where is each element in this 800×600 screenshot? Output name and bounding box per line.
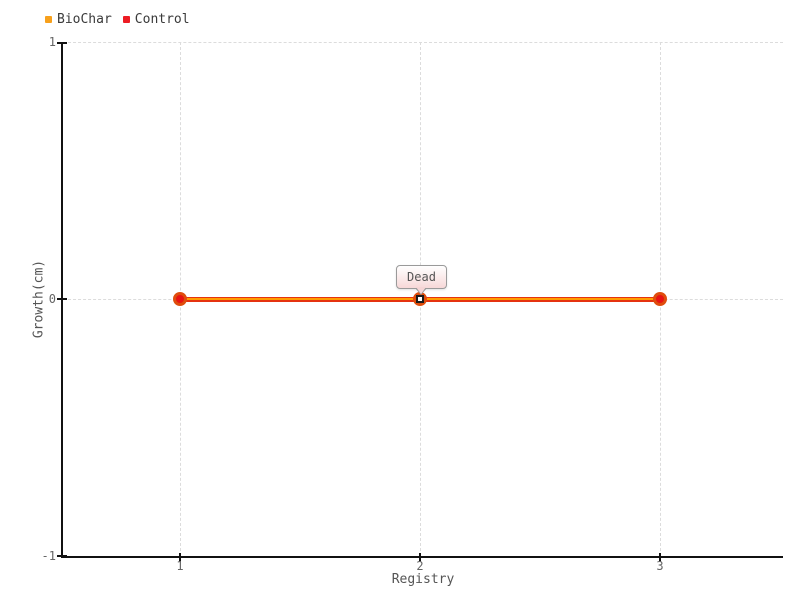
x-axis-title: Registry (391, 572, 455, 587)
gridline-y1 (63, 42, 783, 43)
biochar-swatch-icon (45, 16, 52, 23)
data-point-x3[interactable] (653, 292, 667, 306)
x-tick-label-3: 3 (656, 559, 664, 573)
legend-item-biochar: BioChar (45, 12, 112, 27)
legend: BioChar Control (45, 12, 190, 27)
x-tick-1 (179, 553, 181, 562)
y-tick-label-0: 0 (48, 292, 56, 306)
y-tick-minus1 (57, 555, 67, 557)
x-axis-line (61, 556, 783, 558)
data-point-x1[interactable] (173, 292, 187, 306)
tooltip-arrow-fill (416, 287, 426, 294)
dead-tooltip: Dead (396, 265, 447, 289)
legend-item-control: Control (122, 12, 190, 27)
legend-label-control: Control (134, 12, 190, 27)
y-axis-title: Growth(cm) (31, 259, 47, 339)
y-tick-label-minus1: -1 (41, 549, 56, 563)
x-tick-2 (419, 553, 421, 562)
x-tick-label-1: 1 (176, 559, 184, 573)
y-tick-0 (57, 298, 67, 300)
legend-label-biochar: BioChar (57, 12, 112, 27)
control-swatch-icon (122, 16, 130, 23)
y-tick-label-1: 1 (48, 35, 56, 49)
annotation-anchor-icon (416, 295, 424, 303)
y-tick-1 (57, 42, 67, 44)
x-tick-3 (659, 553, 661, 562)
x-tick-label-2: 2 (416, 559, 424, 573)
